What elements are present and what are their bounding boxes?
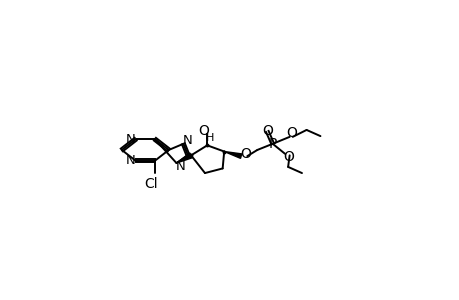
Text: N: N [182, 134, 192, 147]
Text: O: O [261, 124, 272, 139]
Text: H: H [206, 134, 214, 143]
Text: N: N [125, 154, 135, 167]
Text: O: O [283, 150, 294, 164]
Text: O: O [240, 147, 251, 161]
Polygon shape [224, 152, 241, 158]
Text: P: P [268, 137, 276, 151]
Text: Cl: Cl [144, 177, 157, 191]
Text: O: O [197, 124, 208, 138]
Polygon shape [176, 153, 192, 163]
Text: N: N [125, 133, 135, 146]
Text: O: O [285, 126, 296, 140]
Text: N: N [175, 160, 185, 172]
